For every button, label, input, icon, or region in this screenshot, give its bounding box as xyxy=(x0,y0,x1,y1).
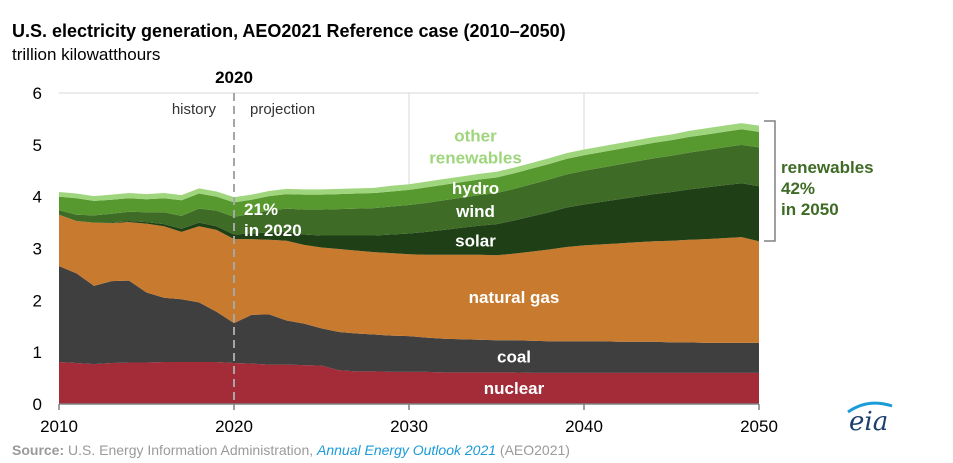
chart-subtitle: trillion kilowatthours xyxy=(12,45,160,64)
series-label-line: renewables xyxy=(429,148,522,167)
source-link[interactable]: Annual Energy Outlook 2021 xyxy=(316,442,496,458)
source-note: Source: U.S. Energy Information Administ… xyxy=(12,442,570,458)
x-tick-label: 2010 xyxy=(40,417,78,436)
y-tick-label: 3 xyxy=(33,240,42,259)
y-tick-label: 5 xyxy=(33,136,42,155)
x-tick-label: 2020 xyxy=(215,417,253,436)
eia-logo: eia xyxy=(847,401,893,437)
x-tick-label: 2040 xyxy=(565,417,603,436)
annotations: 21% in 2020 renewables 42% in 2050 xyxy=(244,120,874,242)
renewables-2050-line: renewables xyxy=(781,158,874,177)
series-label-line: wind xyxy=(455,202,495,221)
renewables-2050-line: 42% xyxy=(781,179,815,198)
series-label-line: nuclear xyxy=(484,379,545,398)
y-tick-label: 4 xyxy=(33,188,42,207)
y-tick-label: 2 xyxy=(33,291,42,310)
projection-label: projection xyxy=(250,101,315,118)
area-natural-gas xyxy=(59,214,759,343)
y-tick-label: 1 xyxy=(33,343,42,362)
series-label-wind: wind xyxy=(455,202,495,221)
x-tick-label: 2030 xyxy=(390,417,428,436)
source-prefix: Source: xyxy=(12,442,64,458)
divider-label: 2020 xyxy=(215,68,253,87)
chart-title: U.S. electricity generation, AEO2021 Ref… xyxy=(12,21,566,41)
source-suffix: (AEO2021) xyxy=(496,442,570,458)
eia-logo-swoosh xyxy=(847,401,893,414)
area-wind xyxy=(59,144,759,236)
series-label-other-renewables: other renewables xyxy=(429,126,522,167)
y-tick-label: 0 xyxy=(33,395,42,414)
y-tick-label: 6 xyxy=(33,84,42,103)
renewables-2050-line: in 2050 xyxy=(781,200,839,219)
series-label-hydro: hydro xyxy=(452,179,499,198)
series-label-solar: solar xyxy=(455,231,496,250)
share-2020-label: 21% in 2020 xyxy=(244,200,302,240)
eia-logo-text: eia xyxy=(849,407,888,437)
series-label-nuclear: nuclear xyxy=(484,379,545,398)
renewables-bracket xyxy=(764,120,776,242)
renewables-2050-label: renewables 42% in 2050 xyxy=(781,158,874,219)
share-2020-line: 21% xyxy=(244,200,278,219)
series-labels: nuclear coal natural gas solar wind hydro othe… xyxy=(429,126,559,398)
series-label-line: hydro xyxy=(452,179,499,198)
series-label-line: other xyxy=(454,126,497,145)
area-hydro xyxy=(59,129,759,217)
series-label-line: natural gas xyxy=(469,288,560,307)
source-text: U.S. Energy Information Administration, xyxy=(64,442,317,458)
series-label-natural-gas: natural gas xyxy=(469,288,560,307)
series-label-coal: coal xyxy=(497,347,531,366)
x-tick-label: 2050 xyxy=(740,417,778,436)
share-2020-line: in 2020 xyxy=(244,221,302,240)
series-label-line: solar xyxy=(455,231,496,250)
area-other-renewables xyxy=(59,123,759,203)
history-label: history xyxy=(172,101,217,118)
series-label-line: coal xyxy=(497,347,531,366)
